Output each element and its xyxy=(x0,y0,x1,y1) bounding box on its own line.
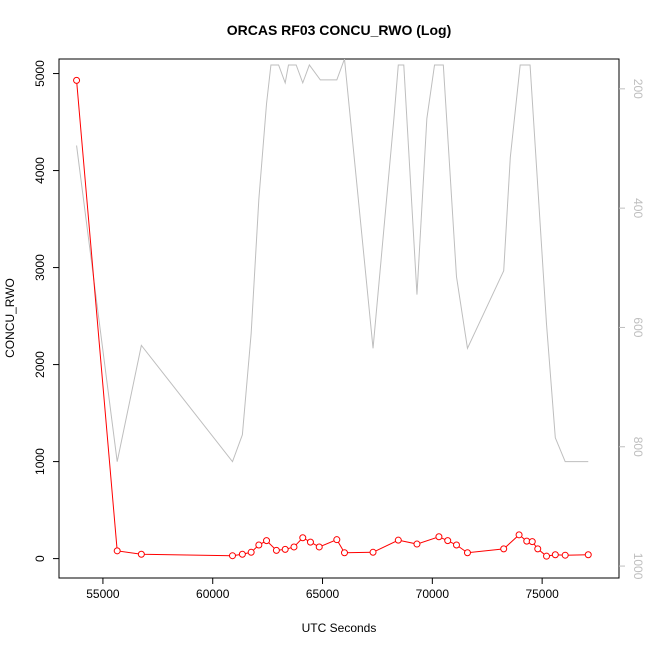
data-point xyxy=(113,547,121,555)
data-point xyxy=(543,552,551,560)
data-point xyxy=(263,537,271,545)
data-point xyxy=(255,541,263,549)
data-point xyxy=(299,534,307,542)
x-tick-label: 60000 xyxy=(196,587,230,601)
data-point xyxy=(73,76,81,84)
y2-tick-label: 400 xyxy=(631,198,645,218)
x-axis-label: UTC Seconds xyxy=(302,621,377,635)
data-point xyxy=(290,543,298,551)
data-point xyxy=(247,548,255,556)
data-point xyxy=(394,536,402,544)
data-point xyxy=(435,533,443,541)
secondary-series-line xyxy=(76,59,589,463)
data-point xyxy=(584,551,592,559)
secondary-series xyxy=(76,59,589,463)
y-tick-label: 4000 xyxy=(33,157,47,184)
x-tick-label: 65000 xyxy=(306,587,340,601)
data-point xyxy=(315,543,323,551)
data-point xyxy=(561,551,569,559)
y-tick-label: 5000 xyxy=(33,60,47,87)
primary-series-line xyxy=(76,80,589,557)
data-point xyxy=(333,536,341,544)
data-point xyxy=(463,549,471,557)
data-point xyxy=(306,538,314,546)
y-axis-label: CONCU_RWO xyxy=(3,278,17,358)
primary-series xyxy=(73,76,592,560)
data-point xyxy=(369,548,377,556)
y2-tick-label: 200 xyxy=(631,79,645,99)
data-point xyxy=(340,549,348,557)
x-tick-label: 75000 xyxy=(525,587,559,601)
data-point xyxy=(452,541,460,549)
data-point xyxy=(281,545,289,553)
data-point xyxy=(228,552,236,560)
data-point xyxy=(413,540,421,548)
y-tick-label: 2000 xyxy=(33,351,47,378)
data-point xyxy=(534,545,542,553)
plot-frame xyxy=(58,58,620,579)
data-point xyxy=(515,531,523,539)
y2-tick-label: 600 xyxy=(631,317,645,337)
x-tick-label: 55000 xyxy=(86,587,120,601)
y-tick-label: 3000 xyxy=(33,254,47,281)
data-point xyxy=(238,550,246,558)
data-point xyxy=(551,551,559,559)
x-axis: 55000 60000 65000 70000 75000 xyxy=(86,578,559,601)
y-tick-label: 1000 xyxy=(33,448,47,475)
data-point xyxy=(500,545,508,553)
data-point xyxy=(528,538,536,546)
data-point xyxy=(272,546,280,554)
y-axis-right: 200 400 600 800 1000 xyxy=(619,79,645,580)
data-point xyxy=(137,550,145,558)
y2-tick-label: 1000 xyxy=(631,553,645,580)
y2-tick-label: 800 xyxy=(631,437,645,457)
x-tick-label: 70000 xyxy=(416,587,450,601)
y-axis-left: 0 1000 2000 3000 4000 5000 xyxy=(33,60,59,562)
chart-title: ORCAS RF03 CONCU_RWO (Log) xyxy=(227,22,452,38)
y-tick-label: 0 xyxy=(33,555,47,562)
data-point xyxy=(444,537,452,545)
